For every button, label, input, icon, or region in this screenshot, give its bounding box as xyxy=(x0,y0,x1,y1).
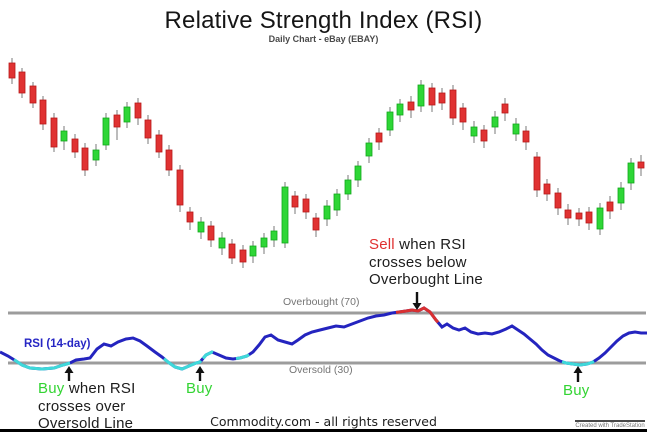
candle-up xyxy=(260,237,268,248)
buy-annotation-line1: Buy when RSI xyxy=(38,380,136,397)
candle-down xyxy=(134,102,142,119)
candle-up xyxy=(323,205,331,220)
candle-down xyxy=(71,138,79,153)
candle-down xyxy=(186,211,194,223)
buy-arrow-3-head xyxy=(573,366,583,373)
candle-down xyxy=(81,147,89,171)
candle-down xyxy=(480,129,488,142)
buy-label-2: Buy xyxy=(186,380,213,397)
rsi-segment-below_oversold xyxy=(201,350,214,360)
candle-down xyxy=(564,209,572,219)
candle-down xyxy=(39,99,47,125)
candle-up xyxy=(417,84,425,107)
candle-down xyxy=(438,92,446,104)
buy-arrow-2-head xyxy=(195,366,205,373)
candle-up xyxy=(197,221,205,233)
candle-down xyxy=(165,149,173,171)
candle-down xyxy=(312,217,320,231)
candle-down xyxy=(291,195,299,208)
candle-up xyxy=(102,117,110,146)
sell-annotation-line3: Overbought Line xyxy=(369,271,483,288)
sell-annotation-line1: Sell when RSI xyxy=(369,236,466,253)
candle-up xyxy=(354,165,362,181)
candle-up xyxy=(512,123,520,135)
candle-down xyxy=(113,114,121,128)
rsi-segment-above_overbought xyxy=(395,306,440,324)
candle-down xyxy=(155,134,163,153)
candle-up xyxy=(596,207,604,230)
candle-down xyxy=(522,130,530,143)
overbought-level-label: Overbought (70) xyxy=(283,296,360,308)
candle-down xyxy=(144,119,152,139)
sell-annotation: Sell when RSI crosses below Overbought L… xyxy=(369,236,483,289)
chart-subtitle: Daily Chart - eBay (EBAY) xyxy=(268,34,379,44)
buy-annotation-line3: Oversold Line xyxy=(38,415,134,432)
candle-down xyxy=(8,62,16,79)
candle-down xyxy=(407,101,415,111)
candle-down xyxy=(459,107,467,123)
candle-up xyxy=(249,245,257,257)
candle-up xyxy=(386,111,394,131)
candle-up xyxy=(123,106,131,123)
sell-word: Sell xyxy=(369,236,395,253)
buy-annotation-line2: crosses over xyxy=(38,397,126,415)
candle-up xyxy=(470,126,478,137)
candle-up xyxy=(60,130,68,142)
candle-up xyxy=(92,149,100,161)
oversold-level-label: Oversold (30) xyxy=(289,364,353,376)
candle-down xyxy=(239,249,247,263)
candle-down xyxy=(606,201,614,212)
rsi-segment-below_oversold xyxy=(561,360,595,367)
candle-up xyxy=(617,187,625,204)
rsi-series-label: RSI (14-day) xyxy=(24,338,91,350)
candle-up xyxy=(270,230,278,241)
candle-down xyxy=(18,71,26,94)
candle-down xyxy=(575,212,583,220)
candle-down xyxy=(302,198,310,213)
candle-down xyxy=(449,89,457,119)
candle-down xyxy=(207,225,215,241)
buy-annotation: Buy when RSI crosses over Oversold Line xyxy=(38,380,135,433)
buy-label-3: Buy xyxy=(563,382,590,399)
rsi-segment-below_oversold xyxy=(163,357,203,371)
candle-up xyxy=(396,103,404,116)
candle-up xyxy=(218,237,226,249)
candle-down xyxy=(428,87,436,106)
sell-arrow-head xyxy=(412,303,422,310)
candle-down xyxy=(585,211,593,224)
candle-up xyxy=(365,142,373,157)
candle-down xyxy=(533,156,541,191)
sell-annotation-line2: crosses below xyxy=(369,253,467,271)
candle-down xyxy=(501,103,509,114)
candle-up xyxy=(344,179,352,195)
candle-down xyxy=(50,117,58,148)
rsi-line xyxy=(0,306,647,371)
candle-up xyxy=(333,193,341,211)
candle-down xyxy=(228,243,236,259)
page-title: Relative Strength Index (RSI) xyxy=(164,7,483,34)
rsi-segment-below_oversold xyxy=(13,358,71,371)
rsi-segment-below_oversold xyxy=(235,353,250,361)
candle-down xyxy=(176,169,184,206)
tradestation-watermark: Created with TradeStation xyxy=(575,420,645,429)
candle-down xyxy=(29,85,37,104)
bottom-divider-bar xyxy=(0,429,647,432)
candle-down xyxy=(554,192,562,209)
buy-word: Buy xyxy=(38,380,65,397)
candle-up xyxy=(281,186,289,244)
candle-down xyxy=(637,161,645,169)
candle-down xyxy=(543,183,551,195)
copyright-text: Commodity.com - all rights reserved xyxy=(210,414,437,429)
buy-arrow-1-head xyxy=(64,366,74,373)
candle-up xyxy=(491,116,499,128)
candle-down xyxy=(375,132,383,143)
candle-up xyxy=(627,162,635,184)
